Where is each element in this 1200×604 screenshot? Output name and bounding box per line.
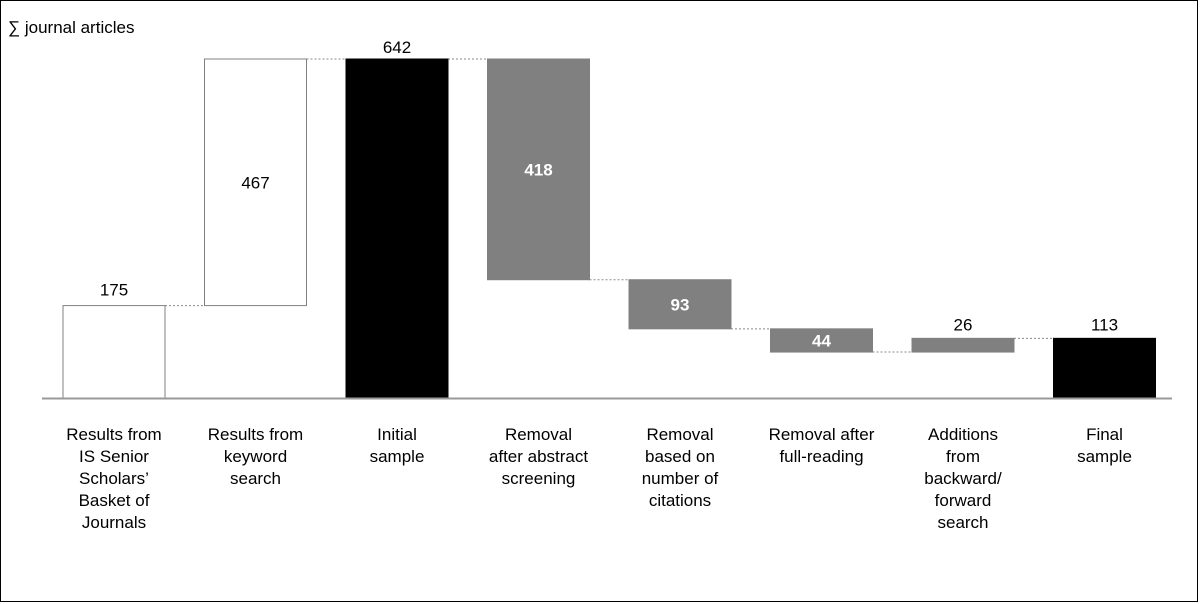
category-label: Additions from backward/forward search: [893, 424, 1033, 534]
category-label-line: Journals: [81, 513, 147, 532]
category-label-line: IS Senior: [79, 447, 149, 466]
bar-8: [1053, 337, 1156, 399]
bar-5: [628, 279, 732, 330]
category-label-line: Results from: [66, 425, 162, 444]
category-label-line: backward/: [924, 469, 1002, 488]
value-label: 93: [671, 295, 690, 314]
value-label: 113: [1091, 315, 1118, 334]
category-label-line: Initial: [377, 425, 417, 444]
category-label-line: Additions: [928, 425, 998, 444]
category-label-line: Scholars’: [79, 469, 149, 488]
category-label-line: Removal: [504, 425, 573, 444]
category-label-line: search: [229, 469, 282, 488]
value-label: 467: [241, 173, 269, 192]
y-axis-label: ∑ journal articles: [8, 18, 135, 37]
bar-6: [770, 328, 873, 353]
category-label-line: full-reading: [779, 447, 864, 466]
category-label-line: Removal after: [768, 425, 875, 444]
bar-7: [911, 337, 1015, 353]
category-label-line: Basket of: [78, 491, 150, 510]
category-label-line: Final: [1086, 425, 1123, 444]
category-label-line: Removal: [646, 425, 714, 444]
bar-3: [345, 58, 449, 399]
bar-2: [204, 58, 307, 307]
category-label: Removal after abstract screening: [469, 424, 609, 490]
category-label: Initial sample: [327, 424, 467, 468]
category-label-line: sample: [1077, 447, 1132, 466]
category-label: Removal after full-reading: [752, 424, 892, 468]
value-label: 175: [100, 281, 128, 300]
category-label: Final sample: [1035, 424, 1175, 468]
category-label-line: screening: [501, 469, 576, 488]
category-label-line: number of: [641, 469, 719, 488]
category-label-line: search: [937, 513, 989, 532]
category-label: Results from IS Senior Scholars’ Basket of J…: [44, 424, 184, 534]
value-label: 44: [812, 331, 831, 350]
bar-4: [487, 58, 590, 281]
value-label: 642: [383, 38, 411, 57]
value-label: 418: [524, 160, 552, 179]
category-label-line: keyword: [223, 447, 288, 466]
category-label-line: Results from: [207, 425, 304, 444]
category-label-line: forward: [934, 491, 992, 510]
bar-1: [62, 305, 166, 399]
category-label-line: citations: [648, 491, 712, 510]
category-label-line: after abstract: [488, 447, 589, 466]
category-label-line: from: [946, 447, 980, 466]
category-label: Results from keyword search: [186, 424, 326, 490]
value-label: 26: [954, 315, 973, 334]
category-label-line: sample: [369, 447, 425, 466]
category-label: Removal based on number of citations: [610, 424, 750, 512]
category-label-line: based on: [645, 447, 715, 466]
